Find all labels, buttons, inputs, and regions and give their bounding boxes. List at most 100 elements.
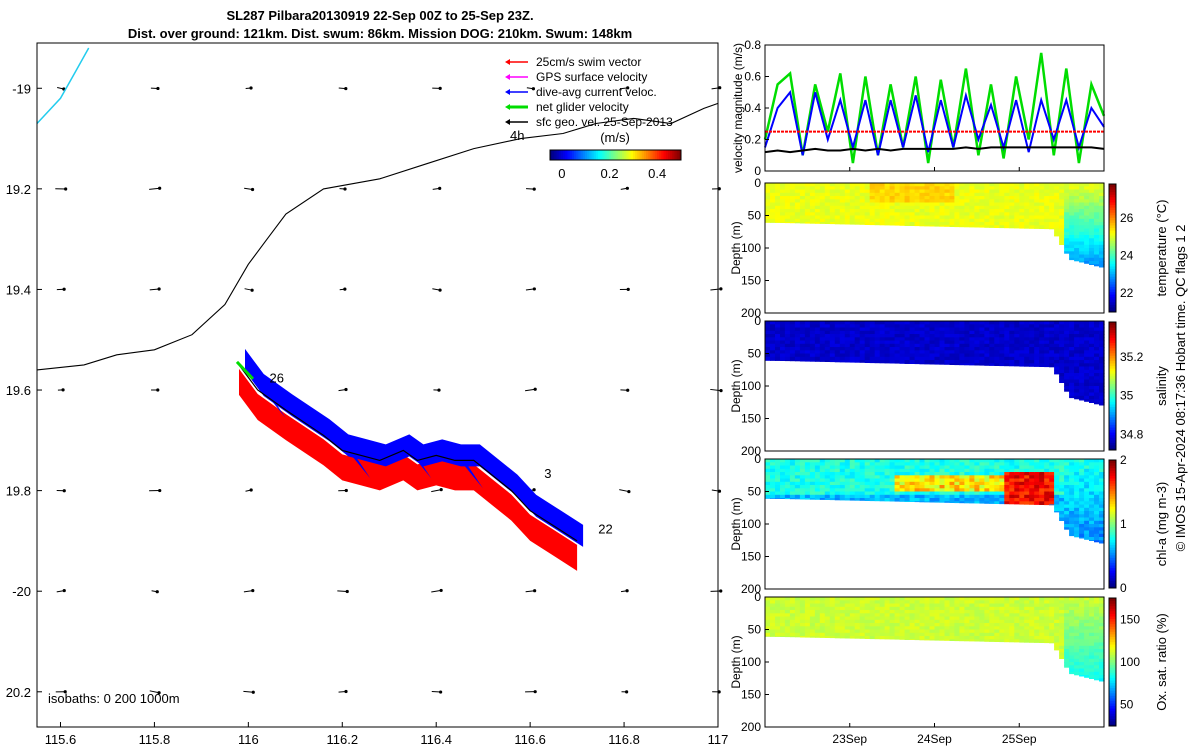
heatmap-cell [799, 334, 806, 338]
heatmap-cell [799, 183, 806, 187]
colorbar-label: (m/s) [600, 130, 630, 145]
heatmap-cell [994, 613, 1000, 618]
heatmap-cell [1024, 465, 1030, 470]
heatmap-cell [834, 340, 841, 345]
heatmap-cell [939, 340, 946, 345]
heatmap-cell [819, 498, 826, 500]
heatmap-cell [934, 603, 941, 608]
heatmap-cell [904, 613, 911, 618]
heatmap-cell [1069, 238, 1075, 243]
heatmap-cell [984, 337, 990, 342]
heatmap-cell [874, 472, 881, 476]
heatmap-cell [784, 183, 791, 187]
heatmap-cell [854, 606, 861, 611]
heatmap-cell [784, 205, 791, 210]
heatmap-cell [770, 491, 776, 496]
heatmap-cell [1089, 658, 1095, 663]
heatmap-cell [1084, 382, 1090, 387]
heatmap-cell [1019, 353, 1025, 358]
heatmap-cell [849, 218, 856, 223]
heatmap-cell [964, 459, 970, 463]
heatmap-cell [864, 459, 871, 463]
heatmap-cell [914, 597, 921, 601]
heatmap-cell [1004, 636, 1010, 640]
heatmap-cell [984, 209, 990, 213]
heatmap-cell [1014, 363, 1020, 367]
heatmap-cell [794, 340, 801, 345]
heatmap-cell [904, 327, 911, 332]
vector-arrow-head [156, 86, 160, 91]
heatmap-cell [849, 600, 856, 605]
heatmap-cell [834, 468, 841, 473]
vector-arrow-head [251, 690, 255, 694]
heatmap-cell [799, 472, 806, 476]
heatmap-cell [834, 353, 841, 358]
heatmap-cell [1044, 199, 1050, 204]
heatmap-cell [879, 202, 886, 207]
heatmap-cell [879, 613, 886, 618]
colorbar-segment [1109, 427, 1116, 431]
heatmap-cell [834, 610, 841, 614]
heatmap-cell [1099, 626, 1105, 631]
heatmap-cell [954, 209, 960, 213]
heatmap-cell [784, 189, 791, 194]
heatmap-cell [954, 488, 960, 493]
heatmap-cell [1029, 192, 1035, 197]
heatmap-cell [829, 632, 836, 637]
heatmap-cell [780, 616, 786, 621]
heatmap-cell [939, 215, 946, 220]
heatmap-cell [1089, 231, 1095, 236]
heatmap-cell [1024, 360, 1030, 364]
heatmap-cell [1059, 652, 1065, 657]
heatmap-cell [1044, 459, 1050, 463]
heatmap-cell [1014, 196, 1020, 200]
heatmap-cell [1089, 386, 1095, 390]
heatmap-cell [1084, 603, 1090, 608]
heatmap-cell [859, 202, 866, 207]
heatmap-cell [809, 619, 816, 624]
heatmap-cell [770, 629, 776, 634]
heatmap-cell [799, 340, 806, 345]
heatmap-cell [824, 629, 831, 634]
heatmap-cell [1094, 356, 1100, 361]
heatmap-cell [799, 360, 806, 362]
heatmap-cell [849, 485, 856, 489]
colorbar-tick-label: 50 [1120, 698, 1134, 712]
heatmap-cell [1064, 235, 1070, 239]
colorbar-segment [1109, 723, 1116, 727]
heatmap-cell [859, 321, 866, 325]
colorbar-segment [1109, 276, 1116, 280]
heatmap-cell [1094, 202, 1100, 207]
heatmap-cell [1069, 639, 1075, 644]
heatmap-cell [819, 472, 826, 476]
heatmap-cell [964, 189, 970, 194]
heatmap-cell [1014, 353, 1020, 358]
heatmap-cell [894, 212, 901, 217]
heatmap-cell [809, 189, 816, 194]
heatmap-cell [919, 360, 926, 364]
heatmap-cell [775, 334, 781, 338]
heatmap-cell [789, 478, 796, 483]
heatmap-cell [1069, 665, 1075, 670]
heatmap-cell [1084, 373, 1090, 377]
heatmap-cell [1074, 629, 1080, 634]
heatmap-cell [849, 603, 856, 608]
colorbar-segment [1109, 219, 1116, 223]
heatmap-cell [1029, 610, 1035, 614]
heatmap-cell [959, 472, 965, 476]
heatmap-cell [899, 350, 906, 355]
heatmap-cell [1079, 202, 1085, 207]
heatmap-cell [1099, 462, 1105, 467]
heatmap-cell [1079, 504, 1085, 509]
heatmap-cell [864, 472, 871, 476]
heatmap-cell [765, 205, 771, 210]
heatmap-cell [949, 324, 956, 329]
heatmap-cell [1064, 603, 1070, 608]
heatmap-cell [1099, 321, 1105, 325]
heatmap-cell [824, 360, 831, 362]
heatmap-cell [849, 196, 856, 200]
heatmap-cell [889, 491, 896, 496]
heatmap-cell [1064, 199, 1070, 204]
heatmap-cell [894, 356, 901, 361]
heatmap-cell [929, 186, 936, 191]
